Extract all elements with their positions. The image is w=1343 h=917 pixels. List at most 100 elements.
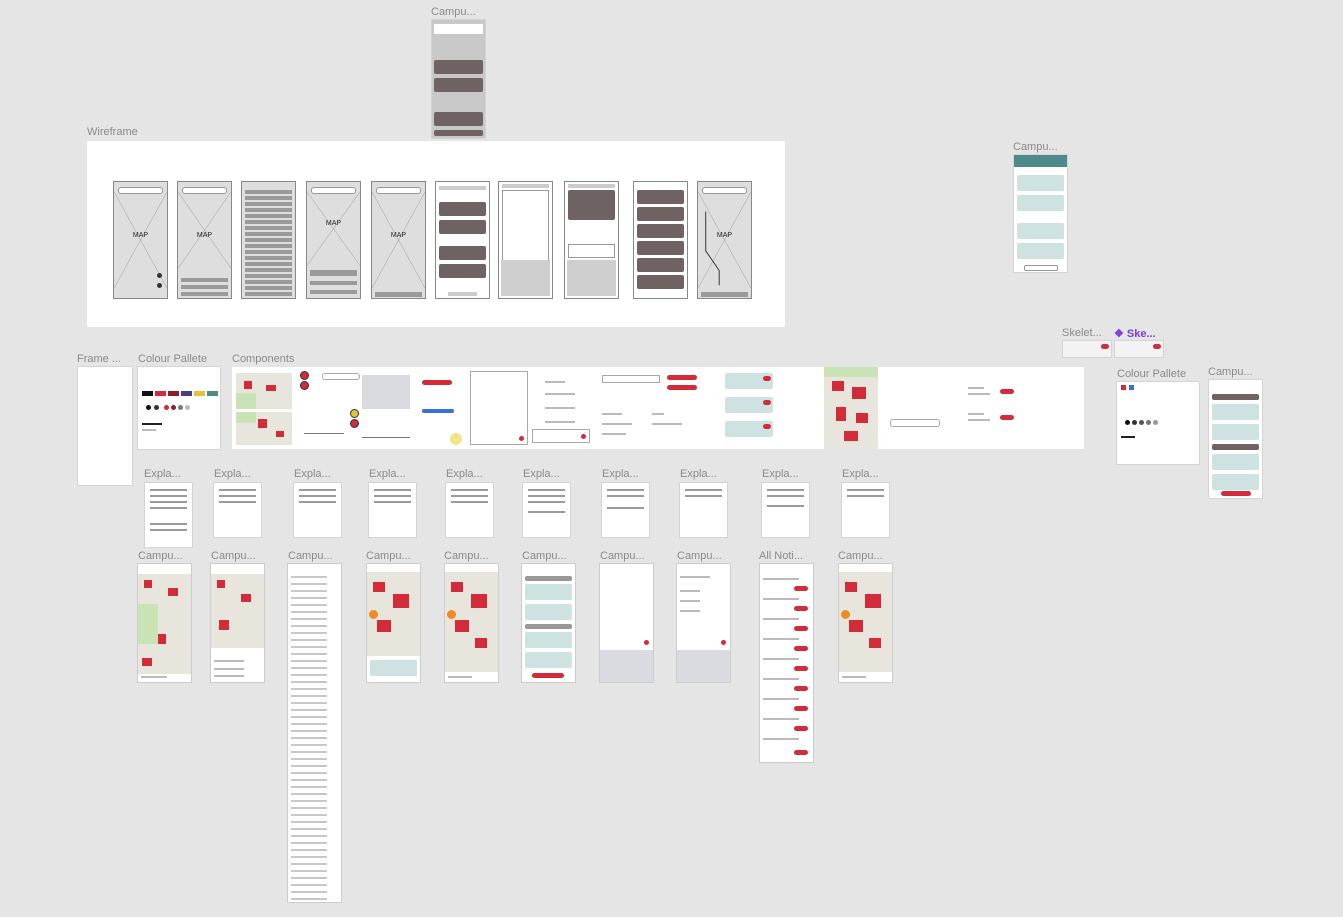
frame-label-explanation[interactable]: Expla... <box>523 468 560 480</box>
layers-button <box>157 283 162 288</box>
frame-label-explanation[interactable]: Expla... <box>762 468 799 480</box>
dark-card <box>434 78 483 92</box>
wireframe-screen-directory[interactable]: MAP <box>177 181 232 299</box>
frame-label-campus[interactable]: Campu... <box>366 550 411 562</box>
frame-campus-compose[interactable] <box>600 564 653 682</box>
search-bar <box>118 187 163 194</box>
wireframe-screen-list[interactable] <box>241 181 296 299</box>
frame-label-campus-right-mid[interactable]: Campu... <box>1208 366 1253 378</box>
frame-label-frame[interactable]: Frame ... <box>77 353 122 365</box>
frame-campus-directory-list[interactable] <box>288 564 341 902</box>
list-item <box>968 383 1024 403</box>
frame-campus-right-mid[interactable] <box>1209 380 1262 498</box>
dark-card <box>434 60 483 74</box>
map-component <box>236 373 292 445</box>
frame-label-explanation[interactable]: Expla... <box>294 468 331 480</box>
wireframe-screen-compose[interactable] <box>498 181 553 299</box>
search-input <box>322 373 360 380</box>
frame-campus-map[interactable] <box>138 564 191 682</box>
wireframe-board[interactable]: MAP MAP MAP MAP <box>87 141 785 327</box>
list-item <box>181 292 228 296</box>
wireframe-screen-route[interactable]: MAP <box>697 181 752 299</box>
frame-label-skeleton[interactable]: Skelet... <box>1062 327 1102 339</box>
wireframe-screen-form[interactable] <box>564 181 619 299</box>
map-placeholder-text: MAP <box>196 232 213 239</box>
frame-explanation[interactable] <box>842 483 889 537</box>
frame-explanation[interactable] <box>523 483 570 537</box>
frame-explanation[interactable] <box>214 483 261 537</box>
components-board[interactable] <box>232 367 1084 449</box>
frame-label-explanation[interactable]: Expla... <box>214 468 251 480</box>
map-marker-icon <box>350 409 359 418</box>
frame-campus-building[interactable] <box>367 564 420 682</box>
frame-campus-directory[interactable] <box>211 564 264 682</box>
notification-card <box>725 421 773 437</box>
frame-campus-notifications[interactable] <box>522 564 575 682</box>
dark-card <box>434 112 483 126</box>
frame-explanation[interactable] <box>446 483 493 537</box>
frame-label-explanation[interactable]: Expla... <box>842 468 879 480</box>
frame-label-campus-right-top[interactable]: Campu... <box>1013 141 1058 153</box>
frame-explanation[interactable] <box>369 483 416 537</box>
notification-card <box>725 373 773 389</box>
frame-campus-route[interactable] <box>839 564 892 682</box>
frame-label-campus[interactable]: Campu... <box>444 550 489 562</box>
campus-directory-tab <box>362 431 410 438</box>
frame-colour-pallete-2[interactable] <box>1117 382 1199 464</box>
frame-colour-pallete[interactable] <box>138 367 220 449</box>
frame-all-notifications[interactable] <box>760 564 813 762</box>
list-item <box>181 285 228 289</box>
frame-explanation[interactable] <box>680 483 727 537</box>
dark-card <box>434 130 483 136</box>
frame-label-campus-top[interactable]: Campu... <box>431 6 476 18</box>
search-bar <box>376 187 421 194</box>
frame-campus-right-top[interactable] <box>1014 155 1067 272</box>
frame-label-explanation[interactable]: Expla... <box>680 468 717 480</box>
frame-label-campus[interactable]: Campu... <box>677 550 722 562</box>
frame-campus-building-2[interactable] <box>445 564 498 682</box>
frame-label-campus[interactable]: Campu... <box>138 550 183 562</box>
frame-label-campus[interactable]: Campu... <box>838 550 883 562</box>
frame-label-explanation[interactable]: Expla... <box>369 468 406 480</box>
frame-explanation[interactable] <box>294 483 341 537</box>
search-bar <box>182 187 227 194</box>
frame-label-colour-pallete[interactable]: Colour Pallete <box>138 353 208 365</box>
frame-label-campus[interactable]: Campu... <box>600 550 645 562</box>
component-label-skeleton[interactable]: ❖ Ske... <box>1114 328 1156 340</box>
frame-label-explanation[interactable]: Expla... <box>144 468 181 480</box>
frame-label-colour-pallete-2[interactable]: Colour Pallete <box>1117 368 1187 380</box>
wireframe-screen-all-notifications[interactable] <box>633 181 688 299</box>
list-item <box>968 409 1024 429</box>
frame-label-explanation[interactable]: Expla... <box>602 468 639 480</box>
frame-blank[interactable] <box>78 367 132 485</box>
frame-label-components[interactable]: Components <box>232 353 295 365</box>
keyboard <box>567 260 616 296</box>
frame-label-campus[interactable]: Campu... <box>522 550 567 562</box>
frame-label-campus[interactable]: Campu... <box>211 550 256 562</box>
wireframe-screen-building[interactable]: MAP <box>306 181 361 299</box>
wireframe-screen-map[interactable]: MAP <box>113 181 168 299</box>
skeleton-frame[interactable] <box>1063 341 1111 357</box>
frame-explanation[interactable] <box>602 483 649 537</box>
keyboard <box>501 260 550 296</box>
frame-label-campus[interactable]: Campu... <box>288 550 333 562</box>
map-placeholder-text: MAP <box>390 232 407 239</box>
frame-label-explanation[interactable]: Expla... <box>446 468 483 480</box>
wireframe-screen-notifications[interactable] <box>435 181 490 299</box>
frame-explanation[interactable] <box>762 483 809 537</box>
map-placeholder-text: MAP <box>325 220 342 227</box>
text-area-component <box>470 371 528 445</box>
map-component <box>824 367 878 449</box>
list-item <box>181 278 228 282</box>
frame-explanation[interactable] <box>145 483 192 547</box>
frame-campus-form[interactable] <box>677 564 730 682</box>
wireframe-screen-building-name[interactable]: MAP <box>371 181 426 299</box>
map-marker-icon <box>300 371 309 380</box>
search-bar <box>702 187 747 194</box>
frame-label-all-notifications[interactable]: All Noti... <box>759 550 804 562</box>
frame-campus-top[interactable] <box>432 20 485 138</box>
map-placeholder-text: MAP <box>132 232 149 239</box>
map-marker-icon <box>350 419 359 428</box>
skeleton-component[interactable] <box>1115 341 1163 357</box>
frame-label-wireframe[interactable]: Wireframe <box>87 126 138 138</box>
